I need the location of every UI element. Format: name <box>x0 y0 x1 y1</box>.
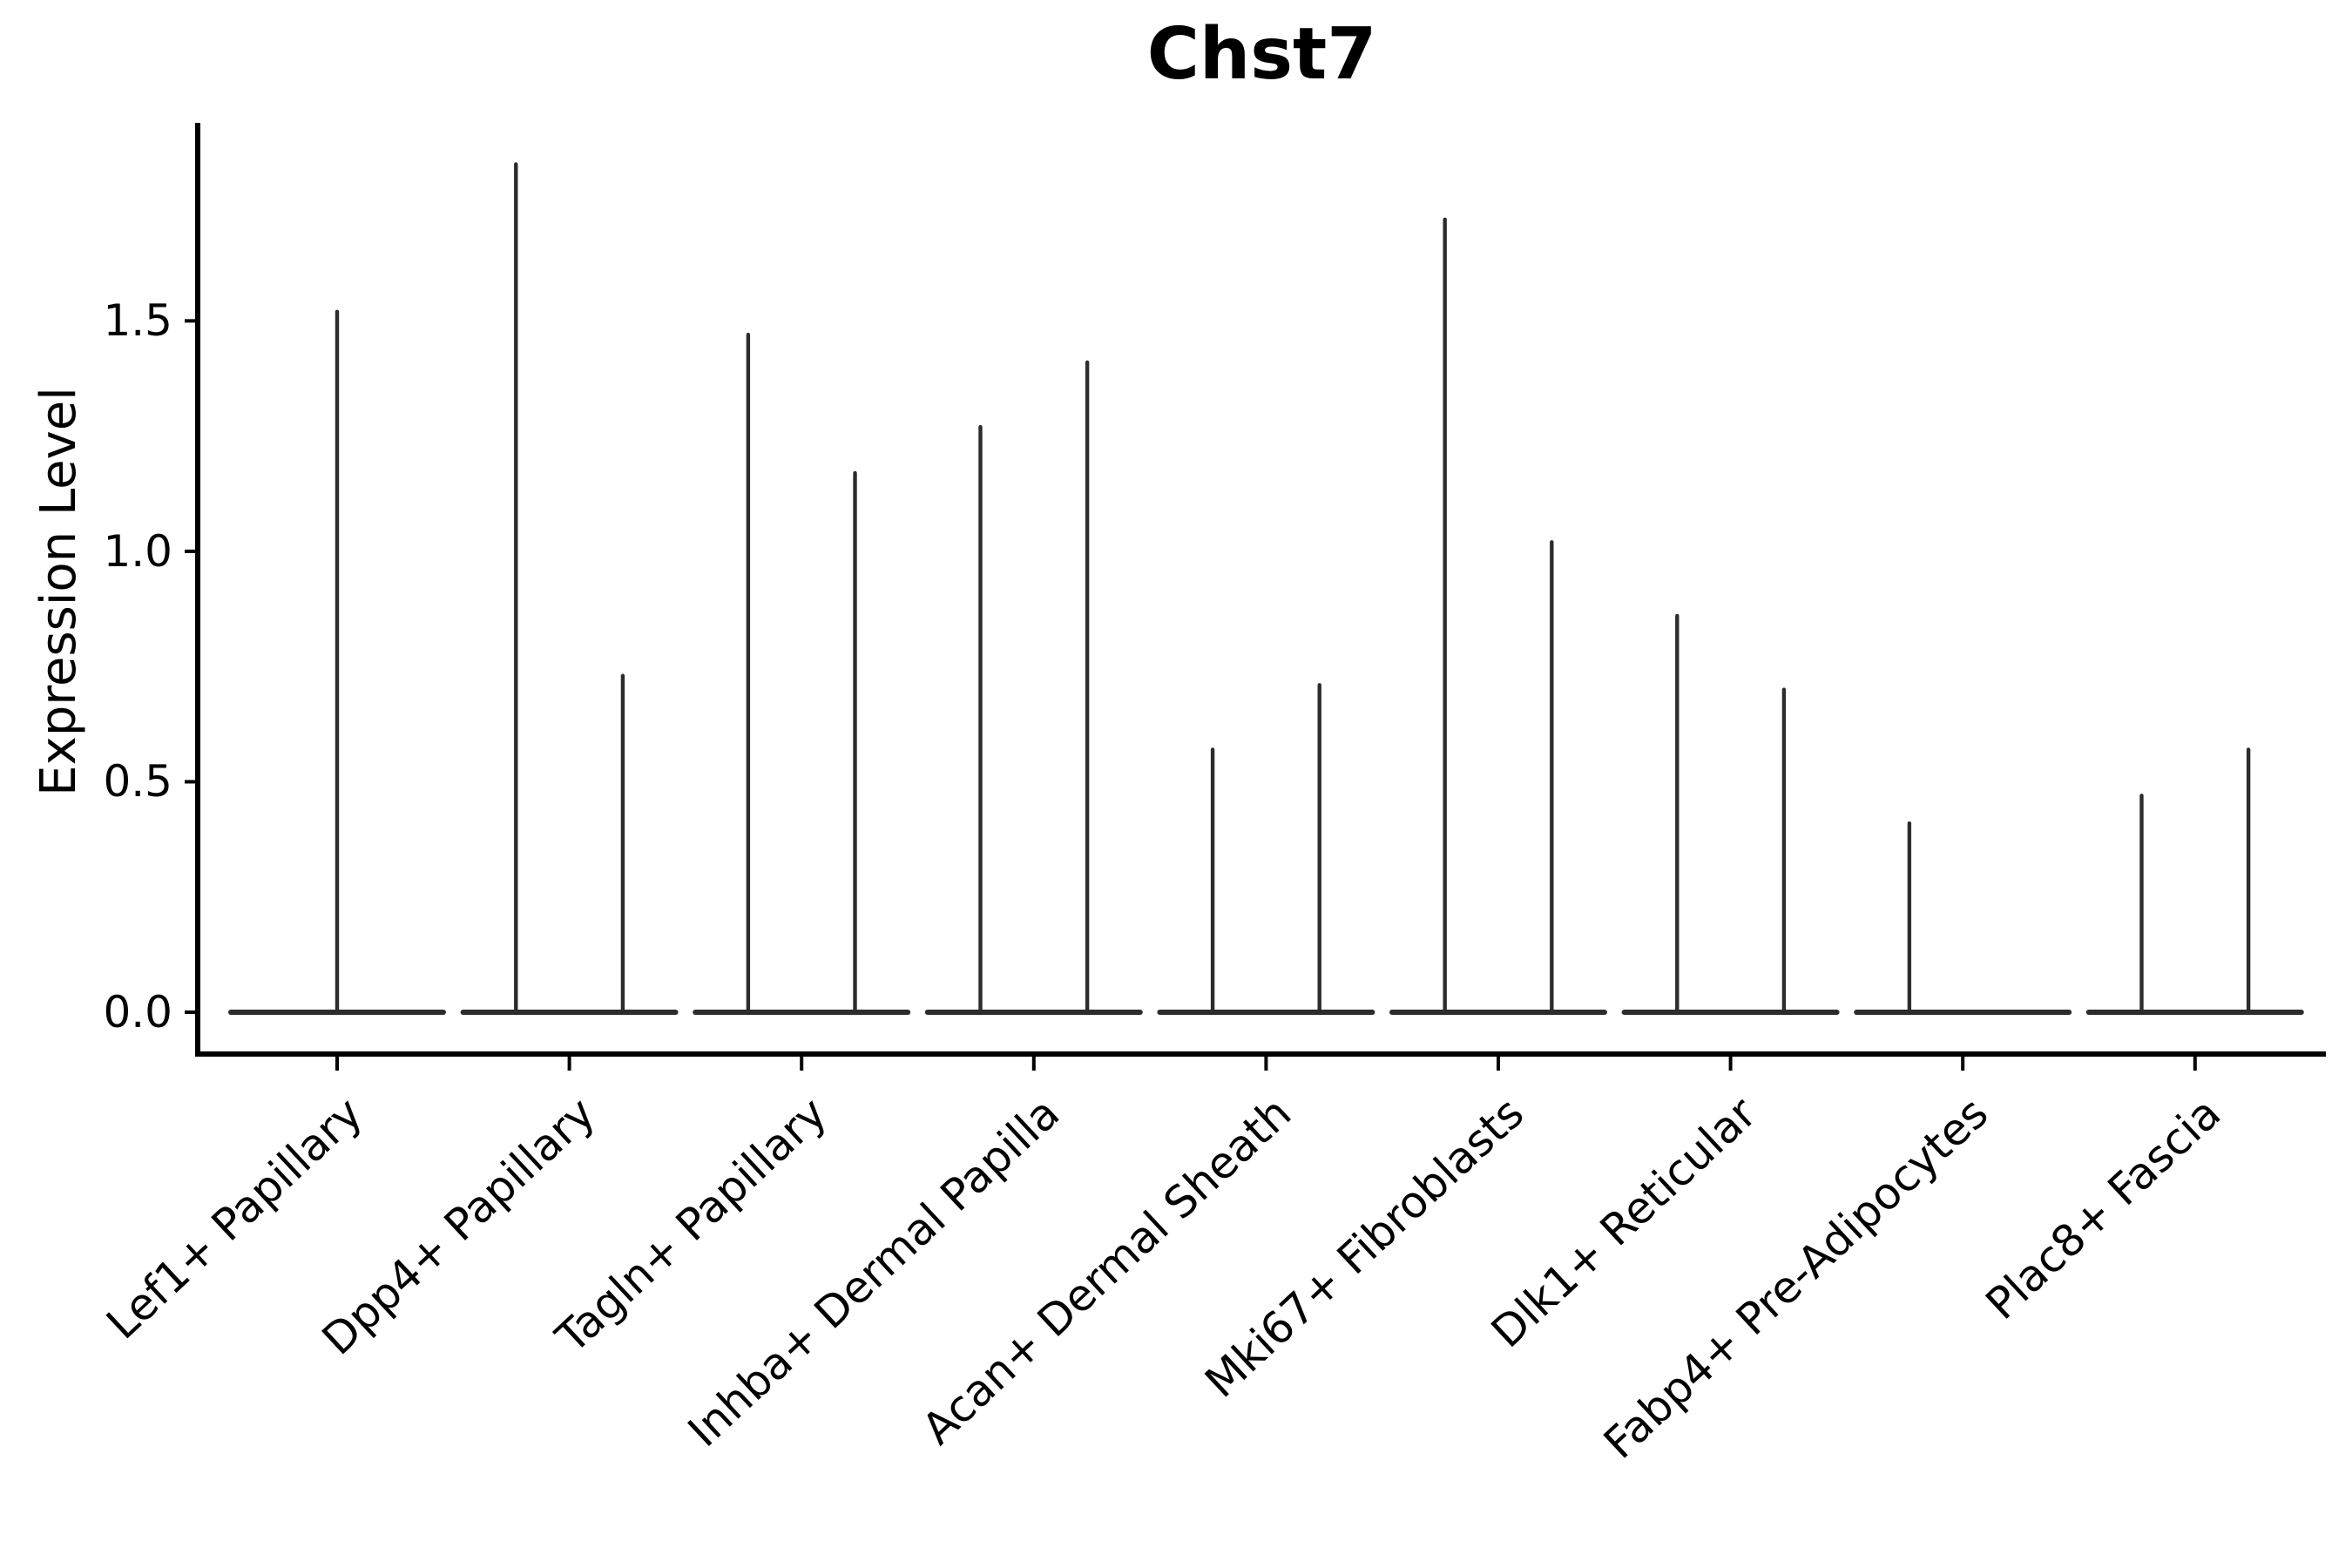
y-tick-label: 1.0 <box>103 525 172 577</box>
chart-title: Chst7 <box>1146 13 1377 96</box>
y-tick-label: 0.5 <box>103 756 172 808</box>
y-tick-label: 0.0 <box>103 987 172 1037</box>
y-tick-label: 1.5 <box>103 295 172 347</box>
